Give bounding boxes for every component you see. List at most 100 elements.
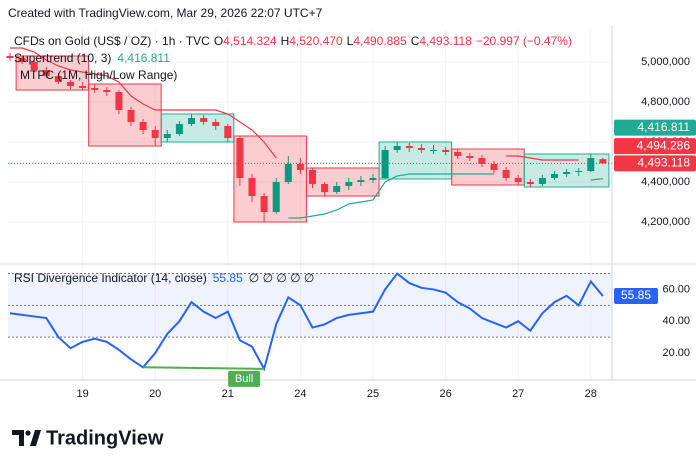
candle-body [514, 178, 522, 182]
candle-body [345, 182, 353, 186]
y-tick-label: 4,400,000 [641, 176, 690, 188]
rsi-line [9, 272, 604, 372]
logo: TradingView [12, 427, 164, 449]
candle-body [526, 182, 534, 184]
range-box [88, 83, 162, 147]
x-tick-label: 27 [512, 388, 524, 400]
logo-icon [30, 430, 41, 446]
candle-body [212, 122, 220, 126]
candle-body [369, 178, 377, 180]
indicator-name: RSI Divergence Indicator (14, close) [14, 271, 207, 285]
rsi-badge [614, 288, 658, 305]
candle-body [575, 171, 583, 172]
candle-body [79, 86, 87, 88]
change: −20.997 (−0.47%) [476, 34, 572, 48]
candle-body [18, 58, 26, 62]
ohlc-value: 4,520.470 [289, 34, 343, 48]
x-tick-label: 24 [294, 388, 306, 400]
candle-body [103, 90, 111, 92]
logo-icon [25, 430, 31, 436]
supertrend-line [288, 173, 494, 219]
candle-body [236, 138, 244, 178]
indicator-status: ∅ ∅ ∅ ∅ ∅ [249, 271, 315, 285]
candle-body [91, 88, 99, 90]
legend-main: CFDs on Gold (US$ / OZ) · 1h · TVC O4,514… [14, 34, 572, 48]
candle-body [333, 186, 341, 192]
candle-body [357, 180, 365, 182]
price-badge [614, 155, 696, 172]
range-box [451, 148, 525, 186]
candle-body [30, 62, 38, 70]
candle-body [563, 172, 571, 174]
range-box [233, 135, 307, 223]
candle-body [587, 158, 595, 171]
logo-icon [12, 430, 24, 446]
divergence-label: Bull [235, 373, 253, 385]
y-tick-label: 5,000,000 [641, 56, 690, 68]
logo-text: TradingView [46, 427, 164, 449]
indicator-value: 55.85 [213, 271, 243, 285]
x-tick-label: 28 [585, 388, 597, 400]
candle-body [442, 150, 450, 152]
candle-body [163, 134, 171, 138]
divergence-line [143, 366, 265, 370]
y-tick-label: 4,200,000 [641, 216, 690, 228]
candle-body [321, 184, 329, 192]
legend-rsi: RSI Divergence Indicator (14, close) 55.8… [14, 271, 314, 285]
ohlc-value: 4,514.324 [223, 34, 277, 48]
x-tick-label: 19 [76, 388, 88, 400]
candle-body [42, 70, 50, 76]
candle-body [502, 170, 510, 178]
rsi-badge-label: 55.85 [621, 288, 651, 302]
x-tick-label: 26 [439, 388, 451, 400]
candle-body [272, 182, 280, 212]
range-box [160, 113, 235, 143]
candle-body [151, 130, 159, 138]
candle-body [417, 148, 425, 150]
candle-body [454, 152, 462, 156]
ohlc-value: 4,490.885 [353, 34, 407, 48]
ohlc-key: O [214, 34, 223, 48]
candle-body [490, 164, 498, 170]
candle-body [115, 92, 123, 110]
candle-body [478, 158, 486, 164]
series-name: Supertrend (10, 3) [14, 51, 111, 65]
symbol: CFDs on Gold (US$ / OZ) · 1h · TVC [14, 34, 210, 48]
candle-body [466, 156, 474, 158]
price-badge-label: 4,494.286 [637, 138, 691, 152]
ohlc-key: C [411, 34, 420, 48]
x-tick-label: 21 [222, 388, 234, 400]
range-box [378, 141, 453, 180]
price-badge [614, 138, 696, 155]
watermark: Created with TradingView.com, Mar 29, 20… [8, 6, 323, 20]
candle-body [139, 122, 147, 130]
candle-body [188, 118, 195, 124]
candle-body [224, 126, 232, 138]
candle-body [296, 164, 304, 170]
candle-body [405, 146, 413, 148]
candle-body [551, 174, 558, 178]
y-tick-label: 20.00 [662, 347, 690, 359]
supertrend-line [506, 155, 579, 161]
y-tick-label: 4,800,000 [641, 96, 690, 108]
ohlc-value: 4,493.118 [419, 34, 472, 48]
candle-body [200, 118, 208, 122]
candle-body [6, 56, 14, 58]
x-tick-label: 20 [149, 388, 161, 400]
candle-body [127, 110, 135, 122]
plot [6, 30, 612, 380]
divergence-badge [228, 370, 261, 387]
candle-body [175, 124, 183, 134]
candle-body [381, 150, 389, 178]
candle-body [393, 146, 401, 150]
price-badge-label: 4,416.811 [638, 120, 691, 134]
price-badge-label: 4,493.118 [638, 156, 691, 170]
candle-body [430, 150, 437, 151]
candle-body [248, 178, 256, 196]
legend-supertrend: Supertrend (10, 3) 4,416.811 [14, 51, 170, 65]
ohlc-key: H [281, 34, 290, 48]
candle-body [260, 196, 268, 212]
candle-body [67, 82, 74, 86]
legend-ranges: MTPC (1M, High/Low Range) [20, 68, 177, 82]
